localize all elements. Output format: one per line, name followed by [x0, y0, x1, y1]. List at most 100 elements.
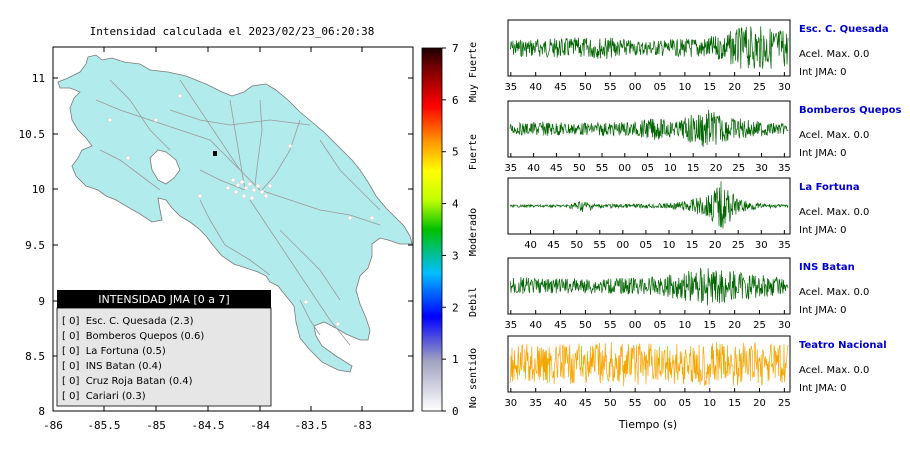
waveform-panel-2: 35 40 45 50 55 00 05 10 15 20 25 30 35 Bomberos Quepo… — [504, 100, 902, 174]
map-axis-ticks: -86 -85.5 -85 -84.5 -84 -83.5 -83 11 10.5 10 9.5 9 8… — [19, 47, 413, 432]
colorbar-tick-label: 7 — [452, 42, 459, 55]
station-acel-max: Acel. Max. 0.0 — [799, 130, 869, 141]
waveform-x-tick-label: 30 — [755, 163, 768, 174]
waveform-x-tick-label: 25 — [753, 320, 766, 331]
station-acel-max: Acel. Max. 0.0 — [799, 365, 869, 376]
waveform-x-tick-label: 15 — [703, 82, 716, 93]
waveform-x-tick-label: 55 — [604, 320, 617, 331]
map-y-tick-label: 8 — [38, 405, 45, 418]
nicoya-gulf — [149, 149, 181, 185]
waveform-frame — [507, 100, 791, 158]
waveform-frame — [507, 257, 791, 315]
waveform-trace — [509, 26, 789, 69]
waveform-x-tick-label: 15 — [728, 398, 741, 409]
waveform-x-tick-label: 40 — [554, 398, 567, 409]
waveform-x-tick-label: 10 — [663, 240, 676, 251]
legend-item: [ 0] La Fortuna (0.5) — [62, 346, 166, 357]
colorbar-tick-label: 4 — [452, 198, 459, 211]
waveform-x-tick-label: 35 — [504, 82, 517, 93]
legend-item: [ 0] Bomberos Quepos (0.6) — [62, 331, 204, 342]
waveform-x-tick-label: 40 — [527, 163, 540, 174]
waveform-x-tick-label: 15 — [686, 240, 699, 251]
waveform-x-tick-label: 50 — [579, 82, 592, 93]
map-title: Intensidad calculada el 2023/02/23_06:20… — [90, 25, 375, 38]
station-name: Bomberos Quepos — [799, 105, 902, 116]
station-int-jma: Int JMA: 0 — [799, 225, 847, 236]
colorbar-ticks: 7 6 5 4 3 2 1 0 — [442, 42, 459, 418]
intensity-colorbar: 7 6 5 4 3 2 1 0 Muy Fuerte Fuerte Moderado Debi… — [421, 42, 479, 418]
waveform-x-tick-label: 20 — [710, 163, 723, 174]
map-y-tick-label: 9 — [38, 295, 45, 308]
legend-header — [57, 290, 271, 308]
waveform-x-tick-label: 50 — [604, 398, 617, 409]
waveform-panel-4: 35 40 45 50 55 00 05 10 15 20 25 30 INS Batan Acel. M… — [504, 257, 869, 331]
waveform-trace — [509, 267, 789, 306]
waveform-x-tick-label: 25 — [732, 163, 745, 174]
waveform-x-tick-label: 05 — [679, 398, 692, 409]
waveform-x-tick-label: 20 — [753, 398, 766, 409]
map-x-tick-label: -83.5 — [294, 419, 327, 432]
colorbar-tick-label: 6 — [452, 94, 459, 107]
waveform-panel-1: 35 40 45 50 55 00 05 10 15 20 25 30 Esc. C. Quesada A… — [504, 19, 889, 93]
waveform-x-tick-label: 40 — [524, 240, 537, 251]
waveform-x-tick-label: 35 — [504, 320, 517, 331]
waveform-x-tick-label: 15 — [687, 163, 700, 174]
waveform-x-tick-label: 20 — [728, 82, 741, 93]
map-x-tick-label: -86 — [43, 419, 63, 432]
waveform-x-tick-label: 30 — [504, 398, 517, 409]
waveform-x-tick-label: 10 — [664, 163, 677, 174]
waveform-x-tick-label: 45 — [547, 240, 560, 251]
map-y-tick-label: 10 — [32, 183, 45, 196]
waveform-x-tick-label: 10 — [679, 82, 692, 93]
legend-item: [ 0] Cruz Roja Batan (0.4) — [62, 376, 193, 387]
waveform-x-tick-label: 00 — [629, 320, 642, 331]
map-y-tick-label: 8.5 — [25, 350, 45, 363]
waveform-x-tick-label: 35 — [529, 398, 542, 409]
waveform-panel-5: 30 35 40 45 50 55 00 05 10 15 20 25 Teatro Nacional A… — [504, 335, 887, 409]
station-int-jma: Int JMA: 0 — [799, 148, 847, 159]
waveform-x-tick-label: 40 — [529, 82, 542, 93]
waveform-x-tick-label: 55 — [596, 163, 609, 174]
costa-rica-land — [57, 54, 413, 373]
legend-body — [56, 307, 272, 407]
station-markers — [107, 93, 375, 327]
time-axis-label: Tiempo (s) — [618, 418, 677, 431]
waveform-trace — [509, 109, 789, 147]
waveform-x-tick-label: 00 — [618, 163, 631, 174]
waveform-x-tick-label: 25 — [753, 82, 766, 93]
waveform-x-tick-label: 40 — [529, 320, 542, 331]
waveform-x-tick-label: 00 — [629, 82, 642, 93]
map-y-tick-label: 9.5 — [25, 239, 45, 252]
waveform-trace — [509, 342, 789, 387]
map-border — [52, 46, 414, 412]
station-acel-max: Acel. Max. 0.0 — [799, 49, 869, 60]
map-x-tick-label: -83 — [352, 419, 372, 432]
colorbar-tick-label: 1 — [452, 353, 459, 366]
legend-item: [ 0] Cariari (0.3) — [62, 391, 146, 402]
waveform-x-tick-label: 30 — [755, 240, 768, 251]
waveform-x-tick-label: 50 — [570, 240, 583, 251]
map-y-tick-label: 10.5 — [19, 128, 46, 141]
waveform-x-tick-label: 20 — [728, 320, 741, 331]
colorbar-label-fuerte: Fuerte — [468, 134, 479, 170]
intensity-legend: INTENSIDAD JMA [0 a 7] [ 0] Esc. C. Ques… — [56, 290, 272, 407]
colorbar-label-moderado: Moderado — [468, 208, 479, 256]
waveform-x-tick-label: 35 — [778, 240, 791, 251]
waveform-x-tick-label: 05 — [640, 240, 653, 251]
colorbar-tick-label: 2 — [452, 301, 459, 314]
waveform-x-tick-label: 25 — [778, 398, 791, 409]
waveform-x-tick-label: 55 — [629, 398, 642, 409]
station-int-jma: Int JMA: 0 — [799, 305, 847, 316]
colorbar-label-debil: Debil — [468, 287, 479, 317]
waveform-x-tick-label: 05 — [641, 163, 654, 174]
waveform-x-tick-label: 05 — [654, 320, 667, 331]
waveform-x-tick-label: 15 — [703, 320, 716, 331]
waveform-x-tick-label: 45 — [579, 398, 592, 409]
map-x-tick-label: -85.5 — [87, 419, 120, 432]
waveform-x-tick-label: 50 — [579, 320, 592, 331]
waveform-x-tick-label: 00 — [654, 398, 667, 409]
waveform-x-tick-label: 45 — [554, 82, 567, 93]
waveform-x-tick-label: 10 — [679, 320, 692, 331]
waveform-x-tick-label: 00 — [616, 240, 629, 251]
station-int-jma: Int JMA: 0 — [799, 67, 847, 78]
